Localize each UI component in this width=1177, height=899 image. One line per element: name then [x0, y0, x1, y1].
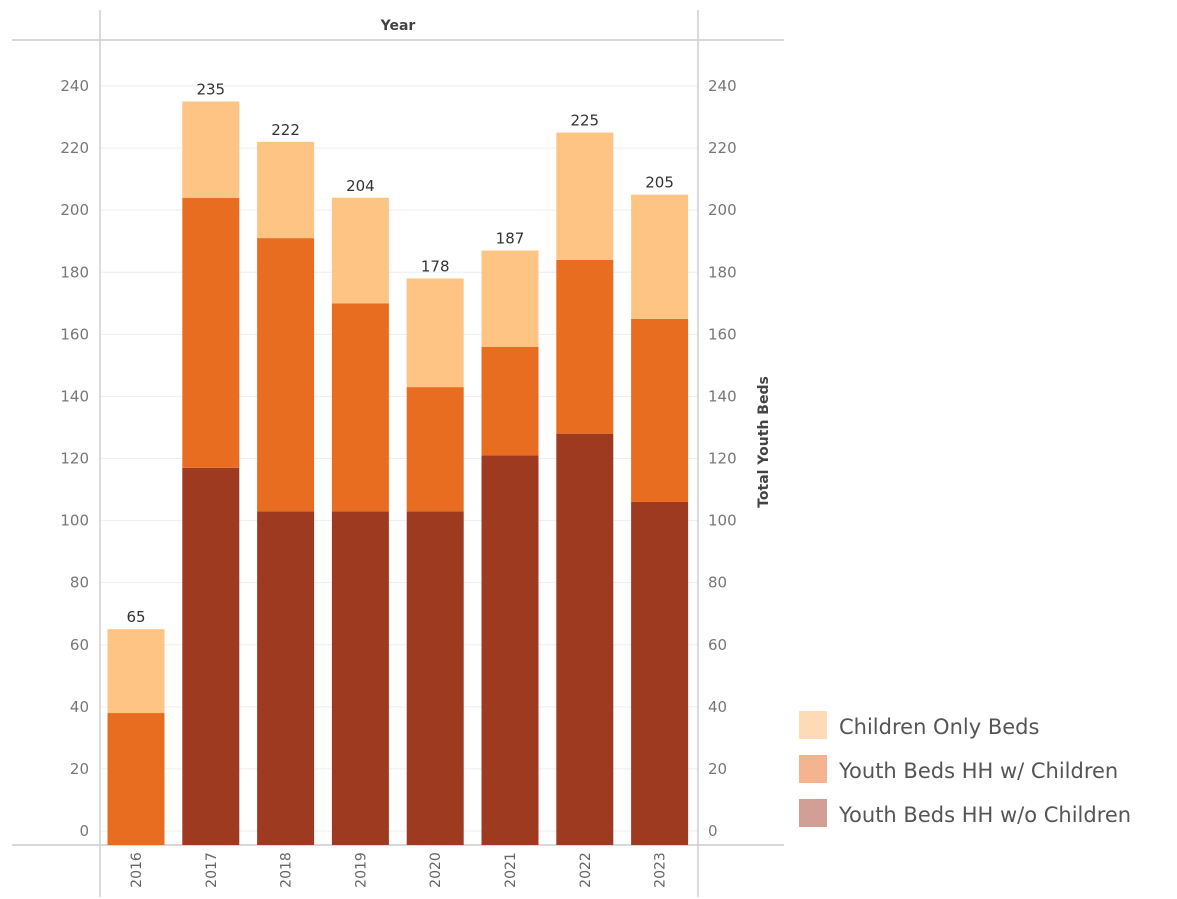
bar-segment	[257, 238, 315, 512]
legend-label: Youth Beds HH w/ Children	[838, 759, 1118, 783]
y-tick-label-right: 120	[708, 450, 737, 468]
y-tick-label-right: 240	[708, 77, 737, 95]
bar-segment	[107, 713, 165, 845]
x-header-title: Year	[380, 18, 416, 34]
bar-total-label: 222	[271, 121, 300, 139]
bar-total-label: 205	[645, 174, 674, 192]
y-tick-label-right: 20	[708, 760, 727, 778]
legend-swatch	[799, 755, 827, 783]
y-tick-label-left: 60	[70, 636, 89, 654]
y-tick-label-left: 140	[60, 387, 89, 405]
y-tick-label-right: 140	[708, 387, 737, 405]
y-tick-label-right: 40	[708, 698, 727, 716]
bar-segment	[631, 501, 689, 845]
legend-label: Children Only Beds	[839, 715, 1039, 739]
bar-segment	[182, 101, 240, 198]
bar-segment	[631, 194, 689, 319]
y-tick-label-right: 220	[708, 139, 737, 157]
y-tick-label-right: 180	[708, 263, 737, 281]
y-tick-label-right: 200	[708, 201, 737, 219]
bar-total-label: 65	[126, 608, 145, 626]
x-tick-label: 2023	[653, 852, 669, 888]
x-tick-label: 2016	[129, 852, 145, 888]
y-tick-label-left: 80	[70, 574, 89, 592]
bar-total-label: 187	[496, 230, 525, 248]
y-tick-label-right: 80	[708, 574, 727, 592]
bar-total-label: 235	[196, 81, 225, 99]
x-tick-label: 2021	[503, 852, 519, 888]
bar-segment	[481, 455, 539, 845]
y-tick-label-left: 0	[79, 822, 89, 840]
bar-segment	[257, 511, 315, 845]
x-tick-label: 2019	[353, 852, 369, 888]
bar-segment	[556, 433, 614, 845]
bars	[107, 101, 689, 845]
legend: Children Only Beds Youth Beds HH w/ Child…	[799, 711, 1131, 827]
bar-segment	[406, 387, 464, 512]
y-tick-label-left: 120	[60, 450, 89, 468]
y-tick-label-left: 40	[70, 698, 89, 716]
y-tick-label-left: 180	[60, 263, 89, 281]
bar-total-label: 204	[346, 177, 375, 195]
bar-segment	[406, 511, 464, 845]
bar-segment	[107, 629, 165, 714]
bar-segment	[331, 303, 389, 512]
bar-segment	[182, 197, 240, 468]
x-tick-label: 2018	[279, 852, 295, 888]
legend-label: Youth Beds HH w/o Children	[838, 803, 1131, 827]
bar-segment	[331, 511, 389, 845]
bar-segment	[481, 346, 539, 456]
y-tick-label-right: 60	[708, 636, 727, 654]
bar-segment	[556, 132, 614, 260]
y-tick-label-left: 160	[60, 325, 89, 343]
y-tick-label-right: 100	[708, 512, 737, 530]
y-tick-label-right: 0	[708, 822, 718, 840]
bar-segment	[182, 467, 240, 845]
bar-segment	[257, 141, 315, 239]
y-axis-title: Total Youth Beds	[756, 376, 772, 508]
y-tick-label-left: 100	[60, 512, 89, 530]
legend-swatch	[799, 799, 827, 827]
y-tick-label-left: 240	[60, 77, 89, 95]
y-tick-label-left: 200	[60, 201, 89, 219]
y-tick-label-left: 20	[70, 760, 89, 778]
y-tick-label-left: 220	[60, 139, 89, 157]
bar-total-label: 178	[421, 257, 450, 275]
bar-segment	[556, 259, 614, 434]
bar-segment	[481, 250, 539, 347]
legend-swatch	[799, 711, 827, 739]
bar-total-label: 225	[570, 112, 599, 130]
bar-segment	[331, 197, 389, 304]
bar-segment	[631, 318, 689, 502]
data-labels: 65 235 222 204 178 187 225 205	[126, 81, 673, 627]
y-tick-label-right: 160	[708, 325, 737, 343]
bar-segment	[406, 278, 464, 388]
x-tick-label: 2017	[204, 852, 220, 888]
x-tick-label: 2020	[428, 852, 444, 888]
x-tick-label: 2022	[578, 852, 594, 888]
